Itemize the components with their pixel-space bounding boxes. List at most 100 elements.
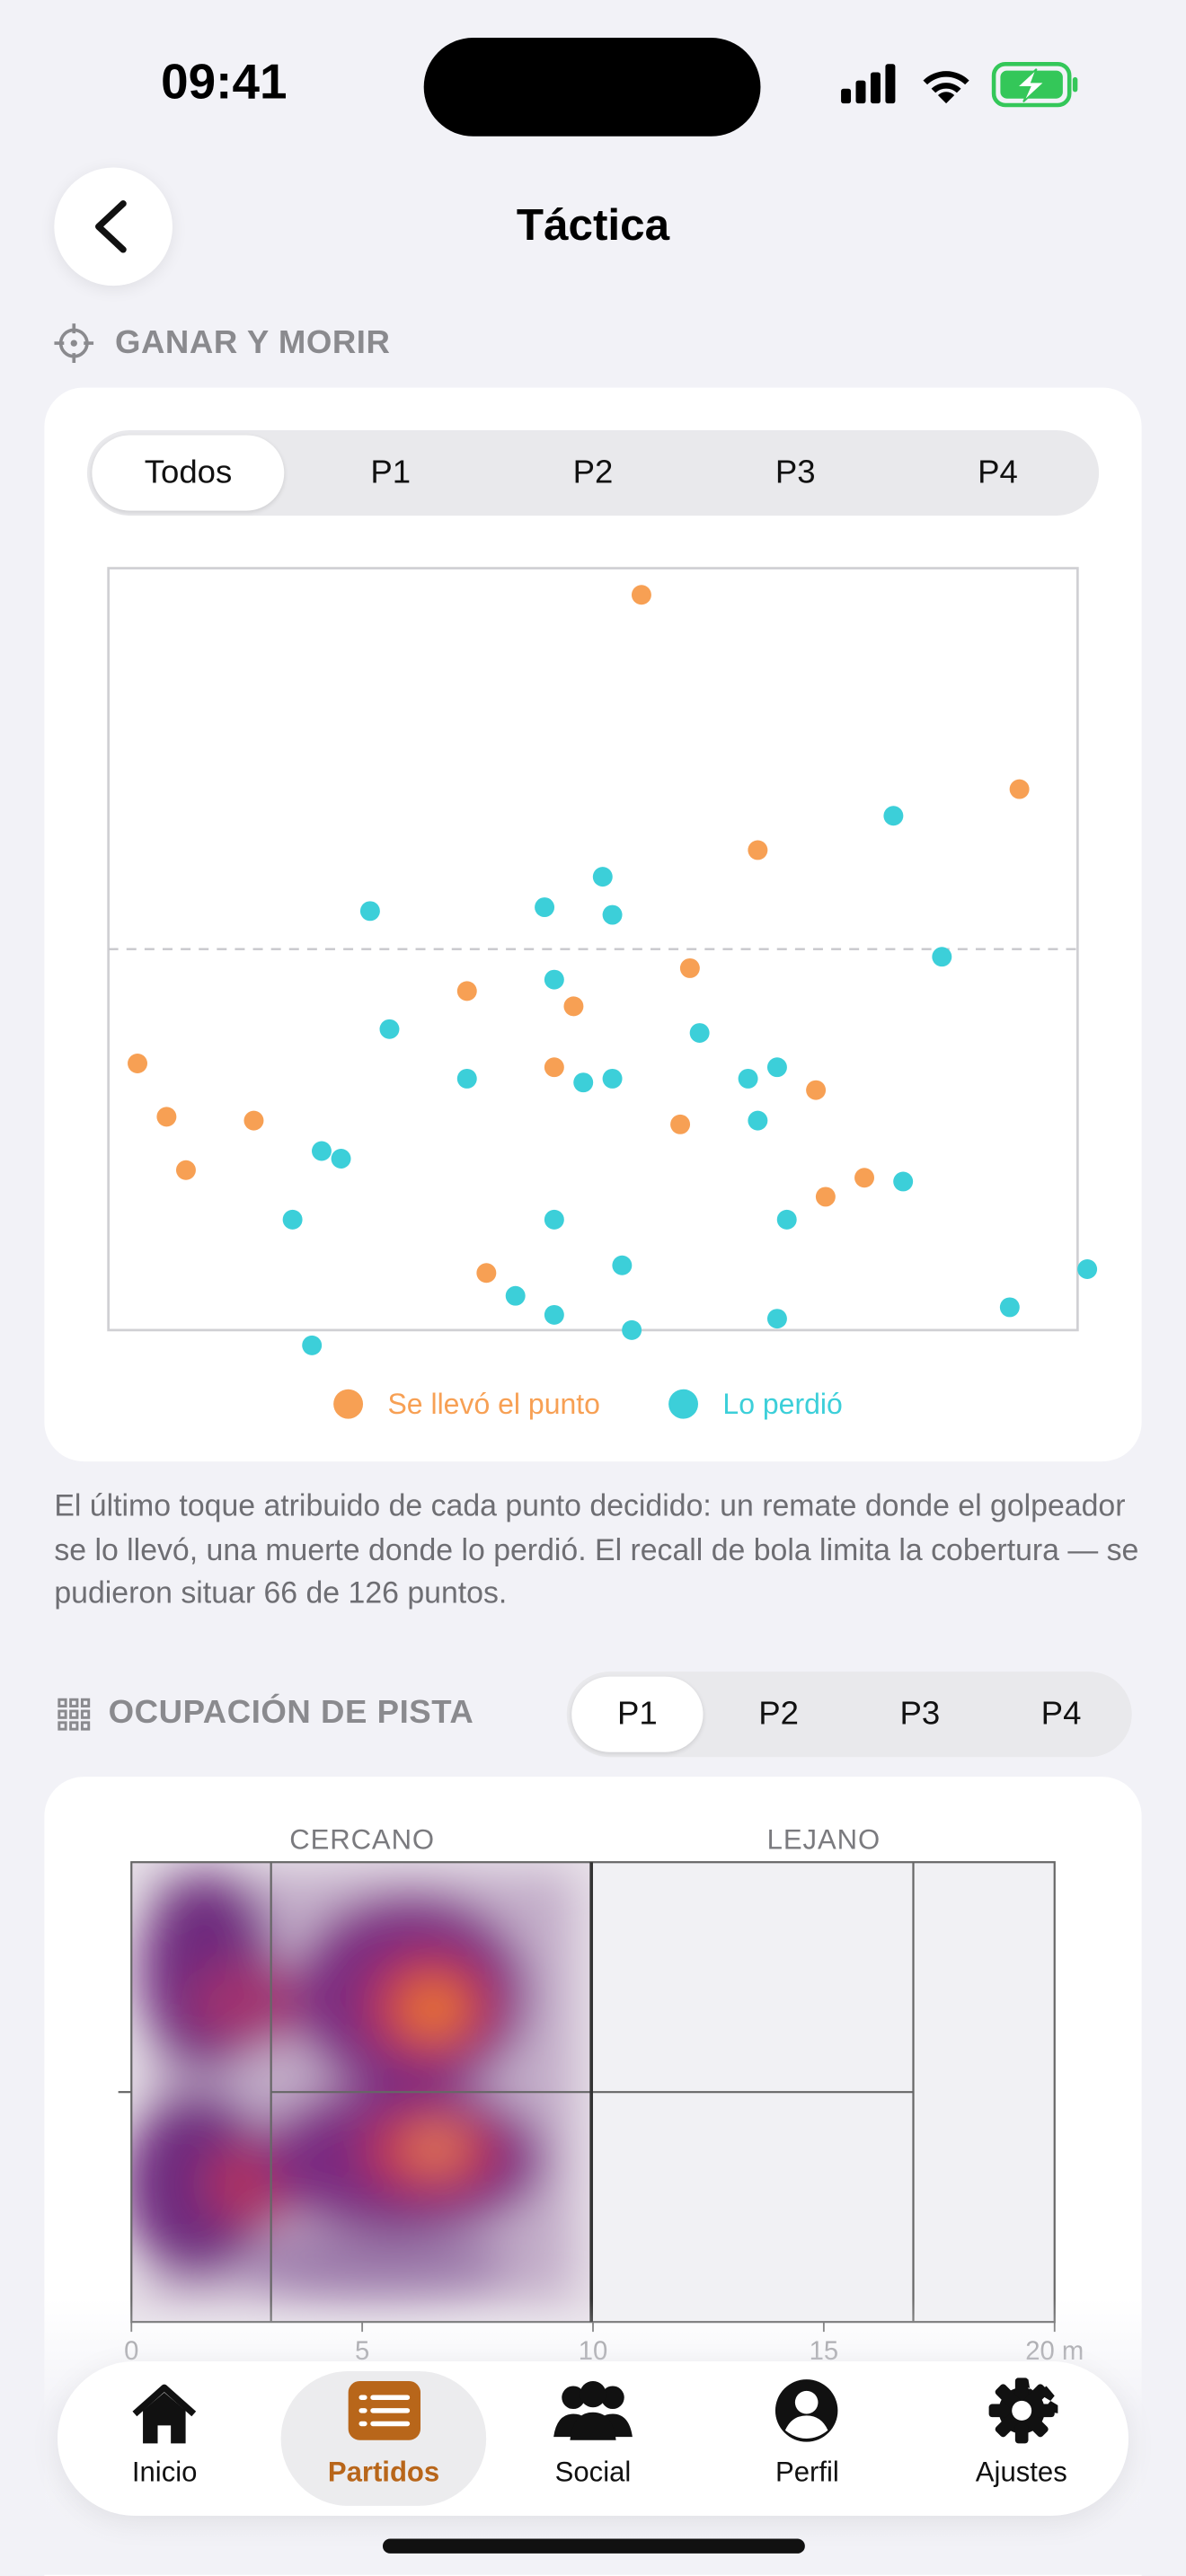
point — [815, 1187, 836, 1207]
tab-item[interactable]: Inicio — [58, 2361, 271, 2516]
point — [776, 1209, 797, 1230]
segment-button[interactable]: P2 — [708, 1672, 849, 1757]
point — [563, 996, 584, 1017]
scatter-chart: Se llevó el punto Lo perdió — [107, 567, 1098, 1420]
segment-label: P1 — [616, 1695, 658, 1732]
tab-label: Inicio — [131, 2457, 198, 2488]
segment-label: Todos — [144, 454, 233, 490]
point — [766, 1057, 787, 1078]
segment-label: P3 — [774, 454, 816, 490]
segment-label: P3 — [899, 1695, 941, 1732]
point — [592, 867, 613, 887]
point — [312, 1141, 332, 1161]
heatmap-chart: CERCANOLEJANO05101520 m — [118, 1824, 1084, 2366]
tab-item[interactable]: Social — [486, 2361, 700, 2516]
point — [456, 981, 477, 1001]
tab-icon — [775, 2379, 839, 2442]
tab-label: Partidos — [327, 2457, 440, 2488]
grid-icon — [58, 1698, 91, 1731]
point — [243, 1110, 264, 1131]
point — [359, 901, 380, 922]
point — [544, 1209, 564, 1230]
point — [156, 1107, 177, 1127]
point — [806, 1080, 827, 1100]
point — [766, 1309, 787, 1329]
segment-button[interactable]: P2 — [491, 430, 694, 516]
segmented-control: Todos P1 P2 P3 P4 — [86, 430, 1100, 516]
section-title: OCUPACIÓN DE PISTA — [108, 1694, 474, 1731]
signal-bar — [870, 72, 881, 104]
point — [670, 1114, 691, 1134]
point — [175, 1160, 196, 1180]
tab-label: Ajustes — [975, 2457, 1067, 2488]
point — [379, 1019, 400, 1039]
card — [44, 387, 1142, 1462]
point — [456, 1068, 477, 1089]
point — [505, 1285, 526, 1306]
description: El último toque atribuido de cada punto … — [54, 1487, 1139, 1610]
point — [544, 1057, 564, 1078]
tab-item[interactable]: Partidos — [271, 2361, 495, 2516]
tab-icon — [553, 2380, 633, 2440]
segment-button[interactable]: P4 — [897, 430, 1099, 516]
segment-label: P2 — [572, 454, 614, 490]
signal-bar — [885, 64, 896, 104]
tab-icon — [347, 2380, 420, 2440]
point — [932, 947, 952, 967]
segment-button[interactable]: P1 — [289, 430, 491, 516]
point — [128, 1054, 147, 1073]
legend-label: Se llevó el punto — [387, 1388, 600, 1420]
point — [689, 1023, 710, 1044]
legend-swatch — [668, 1389, 699, 1419]
back-icon — [95, 200, 127, 253]
point — [476, 1263, 497, 1284]
point — [631, 585, 651, 605]
segment-button[interactable]: P3 — [695, 430, 897, 516]
point — [573, 1072, 594, 1093]
tab-icon — [988, 2378, 1058, 2444]
tab-label: Perfil — [774, 2457, 839, 2488]
tab-label: Social — [554, 2457, 632, 2488]
segmented-control: P1 P2 P3 P4 — [566, 1672, 1132, 1758]
tab-item[interactable]: Ajustes — [915, 2361, 1128, 2516]
point — [893, 1171, 914, 1192]
segment-button[interactable]: P4 — [990, 1672, 1131, 1757]
zone-label: CERCANO — [289, 1824, 435, 1856]
point — [602, 1068, 623, 1089]
back-button[interactable] — [54, 167, 173, 287]
tab-icon — [132, 2384, 197, 2444]
battery — [991, 62, 1072, 108]
point — [748, 840, 768, 860]
point — [612, 1255, 633, 1275]
point — [738, 1068, 758, 1089]
point — [535, 897, 555, 918]
segment-label: P2 — [758, 1695, 799, 1732]
target-icon — [54, 323, 94, 364]
point — [999, 1297, 1020, 1318]
point — [1077, 1259, 1098, 1279]
segment-button[interactable]: Todos — [87, 430, 289, 516]
segment-button[interactable]: P1 — [567, 1672, 708, 1757]
charging-bolt — [1014, 68, 1048, 103]
tab-bar: Inicio Partidos Social Perfil Ajustes — [57, 2361, 1129, 2516]
status-time: 09:41 — [161, 56, 288, 110]
point — [622, 1319, 642, 1340]
segment-label: P4 — [978, 454, 1018, 490]
point — [679, 957, 700, 978]
point — [748, 1110, 768, 1131]
point — [883, 806, 904, 826]
battery-cap — [1072, 76, 1078, 93]
dynamic-island — [423, 38, 761, 137]
legend-swatch — [333, 1389, 364, 1419]
point — [1009, 779, 1030, 799]
signal-bar — [855, 80, 866, 104]
zone-label: LEJANO — [767, 1824, 881, 1856]
tab-item[interactable]: Perfil — [700, 2361, 914, 2516]
segment-button[interactable]: P3 — [849, 1672, 990, 1757]
segment-label: P1 — [370, 454, 412, 490]
legend-label: Lo perdió — [722, 1388, 842, 1420]
point — [302, 1335, 323, 1355]
